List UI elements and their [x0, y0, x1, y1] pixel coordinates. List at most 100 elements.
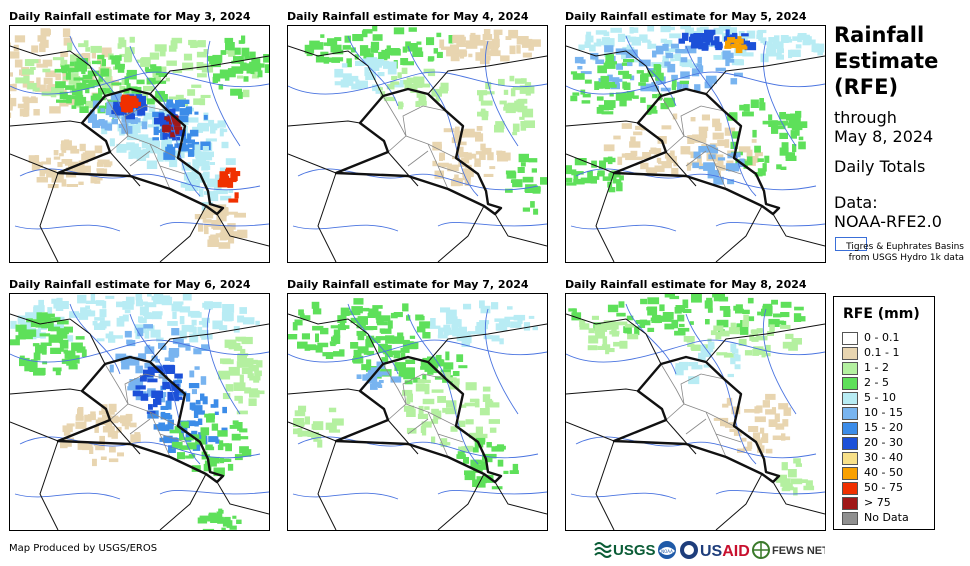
legend-label: 40 - 50 [864, 466, 903, 479]
rain-cell [94, 317, 105, 321]
rain-cell [106, 161, 113, 166]
province-border [685, 418, 707, 435]
country-border [566, 388, 639, 395]
rain-cell [179, 316, 185, 325]
province-border [422, 373, 447, 380]
rain-cell [717, 157, 726, 161]
rain-cell [352, 358, 360, 363]
rain-cell [603, 31, 610, 37]
rain-cell [188, 383, 200, 389]
rain-cell [113, 335, 123, 339]
rain-cell [572, 73, 585, 80]
rain-cell [84, 83, 95, 89]
rain-cell [150, 329, 161, 338]
rain-cell [194, 111, 199, 115]
rain-cell [581, 100, 591, 104]
rain-cell [499, 100, 507, 105]
rain-cell [183, 53, 193, 61]
rain-cell [485, 81, 492, 90]
rain-cell [397, 72, 402, 79]
rain-cell [388, 61, 397, 70]
rain-cell [209, 58, 221, 64]
rain-cell [201, 317, 210, 324]
rain-cell [621, 123, 632, 129]
rain-cell [733, 353, 739, 358]
rain-cell [646, 168, 658, 174]
rain-cell [727, 37, 736, 43]
rain-cell [234, 192, 239, 199]
basin-line [292, 224, 399, 232]
rain-cell [163, 152, 176, 160]
rain-cell [317, 439, 323, 448]
rain-cell [76, 58, 89, 66]
rain-cell [239, 374, 244, 383]
rain-cell [627, 60, 633, 67]
basin-line [129, 313, 201, 465]
province-border [382, 363, 407, 405]
rain-cell [237, 338, 243, 342]
rain-cell [328, 429, 341, 433]
rain-cell [202, 528, 215, 530]
rain-cell [92, 458, 97, 467]
rain-cell [130, 150, 142, 159]
rain-cell [378, 384, 383, 388]
rain-cell [735, 44, 743, 54]
rain-cell [59, 339, 69, 349]
country-border [317, 172, 337, 262]
rain-cell [364, 67, 369, 77]
rain-cell [759, 102, 766, 111]
rain-cell [503, 106, 513, 111]
rain-cell [359, 45, 369, 49]
rain-cell [169, 158, 177, 167]
rain-cell [228, 366, 240, 376]
rain-cell [311, 301, 320, 309]
rain-cell [675, 366, 684, 376]
rain-cell [152, 313, 162, 320]
rain-cell [709, 164, 714, 171]
rain-cell [713, 176, 724, 185]
rain-cell [656, 45, 664, 52]
rain-cell [196, 62, 204, 70]
rain-cell [234, 47, 241, 55]
rain-cell [332, 418, 344, 426]
rain-cell [304, 345, 311, 351]
rain-cell [690, 63, 697, 68]
rain-cell [358, 80, 368, 89]
rain-cell [74, 102, 84, 106]
usaid-logo: USAID [680, 541, 750, 560]
rain-cell [219, 69, 230, 79]
rain-cell [512, 86, 521, 91]
rain-cell [62, 425, 73, 433]
rain-cell [394, 362, 406, 371]
rain-cell [480, 305, 491, 314]
rain-cell [744, 409, 755, 413]
rain-cell [31, 96, 36, 101]
rain-cell [596, 38, 602, 47]
rain-cell [51, 298, 60, 304]
rain-cell [712, 79, 717, 84]
rain-cell [304, 44, 315, 54]
rain-cell [431, 436, 436, 444]
rain-cell [136, 157, 147, 161]
rain-cell [717, 140, 726, 147]
rain-cell [750, 329, 763, 334]
basin-line [715, 221, 825, 227]
rain-cell [160, 133, 165, 140]
rain-cell [781, 320, 787, 326]
country-border [288, 45, 384, 97]
rain-cell [236, 361, 249, 368]
rain-cell [580, 59, 586, 64]
rain-cell [499, 338, 504, 345]
rain-cell [236, 519, 242, 524]
rain-cell [172, 103, 180, 112]
rain-cell [151, 140, 161, 148]
rain-cell [680, 146, 691, 155]
basin-line [625, 303, 677, 375]
rain-cell [75, 421, 87, 429]
province-border [402, 373, 424, 405]
rain-cell [693, 151, 701, 159]
rain-cell [78, 312, 89, 320]
rain-cell [401, 67, 408, 74]
rain-cell [90, 294, 96, 302]
rain-cell [591, 315, 599, 320]
